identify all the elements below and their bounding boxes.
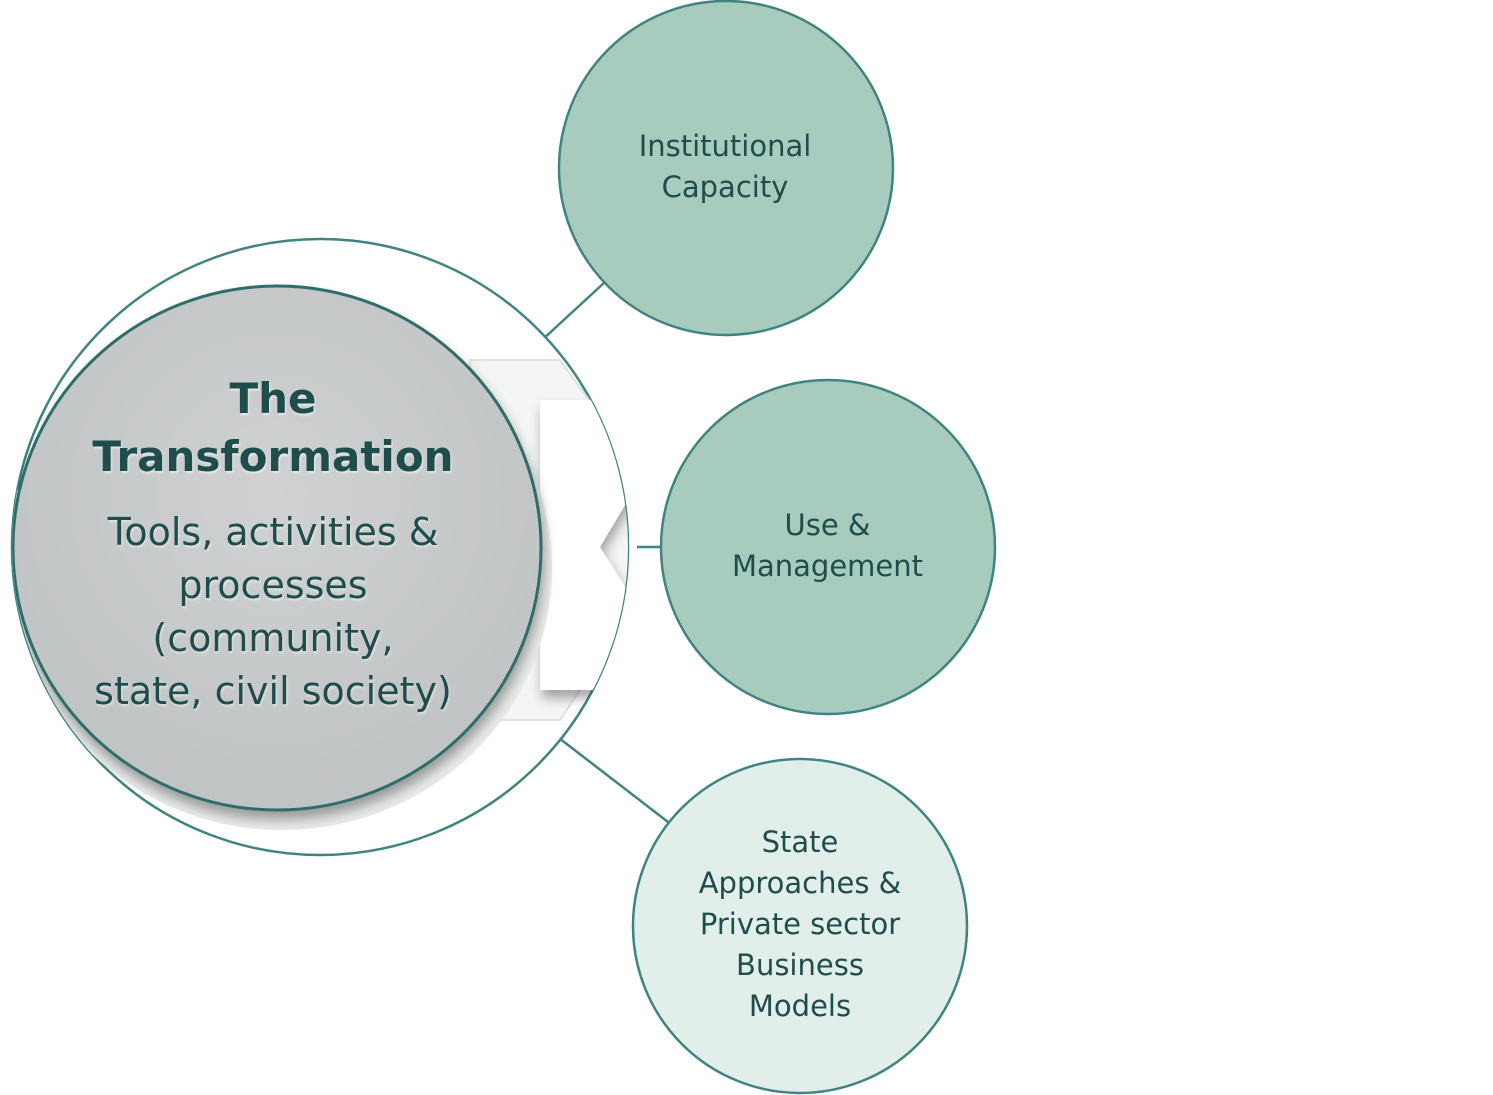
node-label-use-management: Use & Management xyxy=(700,505,955,587)
node-label-line: Institutional xyxy=(638,129,812,163)
node-label-line: Private sector xyxy=(699,907,901,941)
center-subtitle-line: (community, xyxy=(152,616,394,660)
node-use-management xyxy=(659,378,997,716)
node-label-line: Capacity xyxy=(661,170,789,204)
node-institutional-capacity xyxy=(557,0,895,337)
center-subtitle: Tools, activities & processes (community… xyxy=(58,506,488,718)
node-label-line: Business xyxy=(736,948,864,982)
node-label-line: Use & xyxy=(784,508,871,542)
node-label-line: Approaches & xyxy=(698,866,902,900)
node-label-line: Management xyxy=(731,549,924,583)
chevron-shape xyxy=(540,400,628,690)
center-subtitle-line: state, civil society) xyxy=(94,669,452,713)
center-subtitle-line: processes xyxy=(178,563,368,607)
center-title-line: Transformation xyxy=(92,432,454,481)
node-label-state-approaches: State Approaches & Private sector Busine… xyxy=(660,822,940,1027)
node-label-line: Models xyxy=(748,989,852,1023)
center-title-line: The xyxy=(229,374,317,423)
node-label-line: State xyxy=(761,825,839,859)
center-label: The Transformation Tools, activities & p… xyxy=(58,370,488,718)
center-title: The Transformation xyxy=(58,370,488,486)
center-circle xyxy=(12,284,543,812)
center-subtitle-line: Tools, activities & xyxy=(107,510,439,554)
node-state-approaches xyxy=(631,757,969,1095)
node-label-institutional-capacity: Institutional Capacity xyxy=(600,126,850,208)
